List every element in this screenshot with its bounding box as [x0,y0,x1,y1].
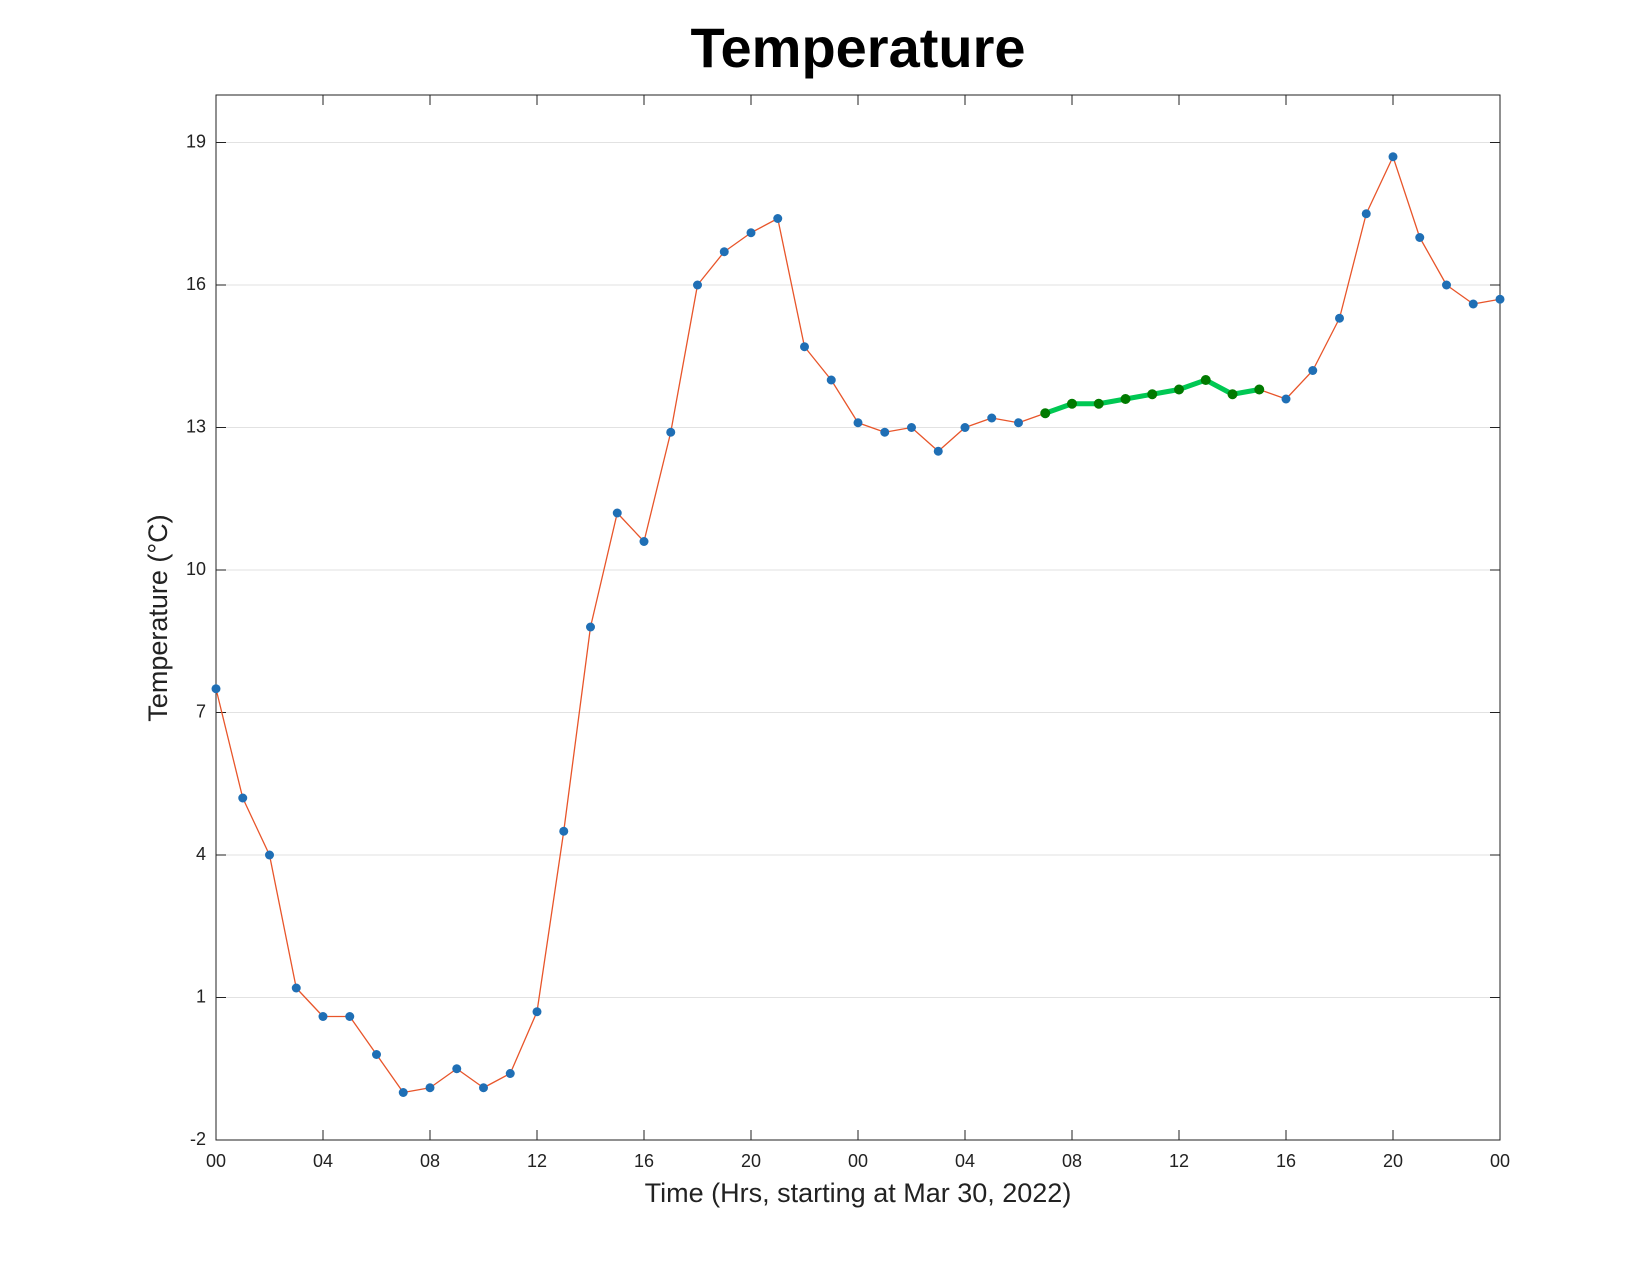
data-point [987,413,997,423]
data-point [345,1012,355,1021]
data-point [1281,394,1291,404]
x-tick-label: 20 [741,1151,761,1171]
data-point [1495,294,1505,304]
data-point [372,1050,381,1059]
x-tick-label: 08 [1062,1151,1082,1171]
data-point [1388,152,1398,162]
data-point [1227,389,1238,400]
data-point [1147,389,1158,400]
x-tick-label: 20 [1383,1151,1403,1171]
x-tick-label: 16 [1276,1151,1296,1171]
y-tick-label: 4 [196,844,206,864]
data-point [1254,384,1265,395]
data-point [907,423,916,432]
data-point [666,427,676,437]
data-point [1120,394,1131,404]
data-point [238,793,248,803]
data-point [452,1064,462,1074]
x-tick-label: 04 [313,1151,333,1171]
x-tick-label: 00 [206,1151,226,1171]
data-point [1415,233,1425,242]
data-point [586,622,595,632]
y-tick-label: 1 [196,986,206,1006]
data-point [773,214,783,223]
data-point [1468,299,1478,309]
x-tick-label: 16 [634,1151,654,1171]
data-point [933,446,943,456]
data-point [880,427,890,437]
y-axis-label: Temperature (°C) [143,514,173,721]
x-tick-label: 08 [420,1151,440,1171]
y-tick-label: 16 [186,274,206,294]
data-point [1361,209,1371,219]
x-tick-label: 00 [1490,1151,1510,1171]
x-tick-label: 12 [1169,1151,1189,1171]
data-point [693,280,702,290]
data-point [1335,313,1344,323]
data-point [265,850,274,860]
data-point [639,537,649,546]
data-point [853,418,863,428]
data-point [719,247,729,257]
data-point [425,1083,435,1093]
data-point [1442,280,1451,290]
y-tick-label: 19 [186,131,206,151]
y-tick-label: 7 [196,701,206,721]
data-point [826,375,836,385]
data-point [559,826,569,836]
data-point [211,684,221,694]
x-tick-label: 00 [848,1151,868,1171]
data-point [612,508,622,518]
x-axis-label: Time (Hrs, starting at Mar 30, 2022) [645,1178,1072,1208]
data-point [505,1069,515,1078]
chart-title: Temperature [690,16,1025,79]
data-point [800,342,809,352]
data-point [291,983,301,993]
data-point [532,1007,542,1017]
data-point [1093,398,1104,409]
data-point [479,1083,488,1093]
data-point [1200,375,1211,385]
data-point [1308,366,1318,375]
y-tick-label: 13 [186,416,206,436]
y-tick-label: -2 [190,1129,206,1149]
plot-frame [215,94,1501,1141]
data-point [398,1088,408,1097]
data-point [1040,408,1051,419]
data-point [1014,418,1023,428]
data-point [1067,398,1077,409]
x-tick-label: 04 [955,1151,975,1171]
data-point [1174,384,1184,395]
series-line [215,156,1501,1094]
data-point [960,423,970,432]
y-tick-label: 10 [186,559,206,579]
data-point [746,228,756,238]
data-point [318,1012,328,1021]
x-tick-label: 12 [527,1151,547,1171]
